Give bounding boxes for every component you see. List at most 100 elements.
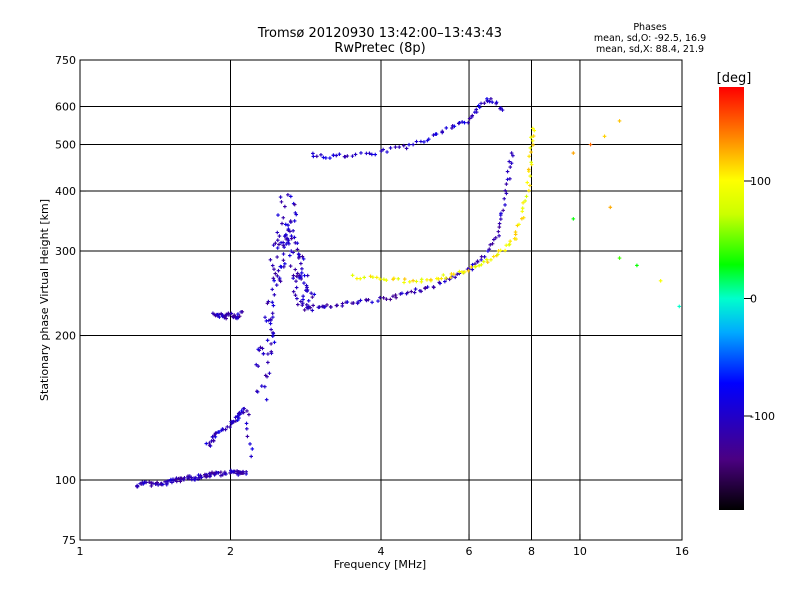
point-multiple-hop (450, 126, 454, 130)
point-f2-x-trace (520, 206, 525, 210)
point-f2-x-trace (350, 273, 355, 278)
point-f1-spread (295, 271, 300, 276)
point-f1-spread (275, 255, 279, 259)
x-tick-label: 8 (528, 545, 535, 558)
point-multiple-hop (457, 120, 462, 125)
point-f2-o-trace (505, 169, 510, 174)
point-f2-o-trace (419, 289, 423, 294)
point-multiple-hop (414, 139, 419, 144)
point-f2-x-trace (526, 167, 531, 172)
point-f1-spread (293, 267, 298, 272)
point-f2-x-trace (466, 269, 471, 273)
point-blob-220-km (217, 315, 222, 319)
point-f2-x-trace (425, 277, 429, 282)
point-f2-x-trace (355, 276, 359, 281)
point-f2-x-trace (469, 265, 474, 269)
point-f2-o-trace (488, 243, 493, 247)
point-f1-spread (255, 390, 260, 394)
point-f2-x-trace (528, 146, 533, 150)
point-f1-spread (286, 240, 290, 245)
point-es-ramp (217, 430, 222, 434)
point-f1-spread (265, 338, 270, 343)
point-f2-x-trace (531, 126, 535, 131)
point-es-ramp (250, 447, 255, 451)
point-f2-x-trace (485, 257, 489, 262)
point-f1-spread (302, 281, 306, 285)
point-multiple-hop (359, 151, 363, 155)
point-f2-o-trace (388, 297, 393, 302)
point-f1-spread (301, 257, 306, 261)
point-multiple-hop (444, 126, 449, 130)
point-f2-x-trace (503, 248, 507, 253)
point-multiple-hop (467, 116, 472, 121)
point-e-layer-trace (216, 470, 221, 475)
point-f1-spread (294, 279, 298, 284)
point-f1-spread (291, 273, 296, 278)
point-multiple-hop (350, 154, 355, 158)
point-f1-spread (304, 283, 309, 288)
point-multiple-hop (328, 156, 332, 160)
point-f2-o-trace (423, 286, 428, 290)
point-e-layer-trace (210, 470, 214, 475)
point-e-layer-trace (189, 475, 194, 480)
point-f1-spread (292, 235, 297, 240)
point-f2-o-trace (493, 236, 498, 240)
point-f1-spread (291, 250, 295, 255)
point-f2-x-trace (463, 270, 467, 274)
point-multiple-hop (401, 143, 406, 148)
point-f1-spread (309, 291, 313, 296)
point-f1-spread (272, 267, 276, 271)
point-f2-o-trace (381, 296, 386, 300)
point-f1-spread (278, 195, 283, 199)
point-f1-spread (294, 274, 299, 279)
point-f1-spread (274, 283, 279, 287)
point-e-layer-trace (193, 475, 198, 480)
point-f2-x-trace (514, 237, 518, 241)
point-f2-o-trace (384, 297, 389, 301)
point-f2-o-trace (391, 294, 395, 299)
point-es-ramp (207, 441, 212, 445)
point-multiple-hop (364, 151, 369, 156)
point-f1-spread (268, 321, 273, 326)
point-es-ramp (233, 415, 238, 420)
point-f2-o-trace (413, 287, 418, 291)
x-tick-label: 2 (227, 545, 234, 558)
point-multiple-hop (498, 106, 502, 111)
point-blob-220-km (227, 313, 231, 317)
point-f1-spread (263, 384, 267, 389)
point-es-ramp (245, 409, 249, 413)
point-f1-spread (296, 302, 300, 307)
point-multiple-hop (370, 152, 374, 157)
point-f2-o-trace (366, 297, 371, 302)
point-f1-spread (283, 222, 288, 227)
point-f1-spread (302, 273, 307, 278)
point-multiple-hop (479, 101, 483, 106)
point-f1-spread (266, 360, 270, 365)
point-f1-spread (299, 261, 303, 266)
point-f1-spread (275, 274, 280, 278)
point-f2-o-trace (511, 153, 515, 158)
point-f2-o-trace (328, 305, 333, 309)
point-f1-spread (264, 397, 269, 402)
point-multiple-hop (485, 96, 489, 101)
point-f1-spread (269, 349, 274, 354)
y-axis-ticks: 75 100 200 300 400 500 600 750 (55, 54, 86, 547)
y-tick-label: 300 (55, 245, 76, 258)
point-f1-spread (269, 327, 273, 332)
point-multiple-hop (407, 142, 411, 147)
y-tick-label: 400 (55, 185, 76, 198)
point-e-layer-trace (182, 478, 186, 482)
phase-stats-o: mean, sd,O: -92.5, 16.9 (593, 33, 707, 44)
point-e-layer-trace (149, 484, 154, 488)
point-f1-spread (270, 300, 275, 305)
point-multiple-hop (319, 152, 323, 157)
point-f1-spread (312, 292, 317, 297)
point-blob-220-km (211, 311, 215, 316)
point-f2-x-trace (481, 259, 486, 264)
point-e-layer-trace (213, 472, 217, 476)
point-multiple-hop (489, 97, 493, 101)
point-f2-o-trace (499, 217, 503, 221)
point-f1-spread (305, 289, 309, 293)
point-multiple-hop (311, 154, 316, 159)
